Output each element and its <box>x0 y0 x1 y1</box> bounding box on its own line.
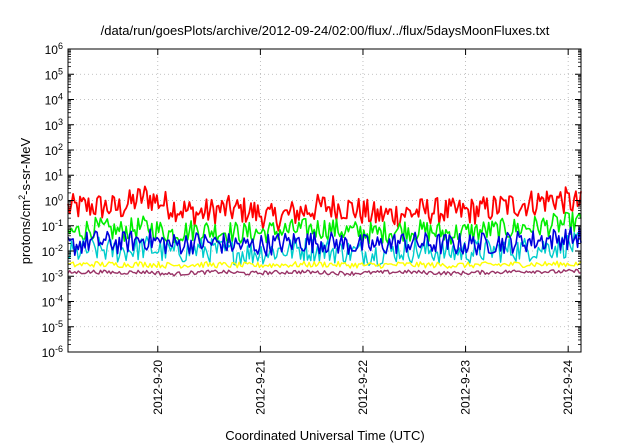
y-axis-label-sup: 2 <box>17 195 27 200</box>
x-tick-label: 2012-9-23 <box>459 360 473 415</box>
x-axis-label: Coordinated Universal Time (UTC) <box>225 428 424 443</box>
y-tick-label: 104 <box>45 92 63 108</box>
x-tick-label: 2012-9-24 <box>561 360 575 415</box>
y-tick-label: 10-1 <box>42 218 63 234</box>
y-axis-label-suffix: -s-sr-MeV <box>18 137 33 194</box>
y-tick-label: 106 <box>45 41 63 57</box>
y-axis-ticks: 10-6 10-5 10-4 10-3 10-2 10-1 100 101 102 103 104 1… <box>42 41 581 360</box>
y-tick-label: 103 <box>45 117 63 133</box>
y-tick-label: 100 <box>45 193 63 209</box>
x-tick-label: 2012-9-20 <box>151 360 165 415</box>
x-tick-label: 2012-9-21 <box>253 360 267 415</box>
series-line-1 <box>67 185 582 232</box>
series-line-4 <box>67 226 582 257</box>
chart-title: /data/run/goesPlots/archive/2012-09-24/0… <box>101 23 550 38</box>
y-tick-label: 10-6 <box>42 344 63 360</box>
y-axis-label: protons/cm2-s-sr-MeV <box>17 137 33 264</box>
y-tick-label: 102 <box>45 142 63 158</box>
y-tick-label: 10-2 <box>42 243 63 259</box>
y-tick-label: 105 <box>45 66 63 82</box>
x-axis-ticks: 2012-9-20 2012-9-21 2012-9-22 2012-9-23 2012… <box>151 49 575 415</box>
y-tick-label: 101 <box>45 167 63 183</box>
series-line-6 <box>67 268 582 277</box>
data-series <box>67 185 582 277</box>
y-tick-label: 10-5 <box>42 319 63 335</box>
y-axis-label-prefix: protons/cm <box>18 200 33 264</box>
y-tick-label: 10-3 <box>42 268 63 284</box>
y-tick-label: 10-4 <box>42 294 63 310</box>
x-tick-label: 2012-9-22 <box>356 360 370 415</box>
series-line-5 <box>67 260 582 269</box>
